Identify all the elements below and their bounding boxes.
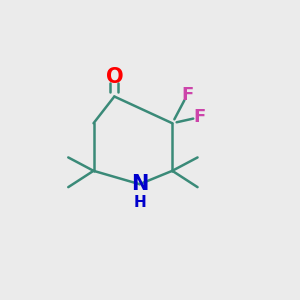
Text: F: F — [193, 108, 205, 126]
Text: N: N — [131, 174, 148, 194]
Text: F: F — [181, 86, 193, 104]
Text: H: H — [133, 194, 146, 209]
Text: O: O — [106, 67, 123, 87]
